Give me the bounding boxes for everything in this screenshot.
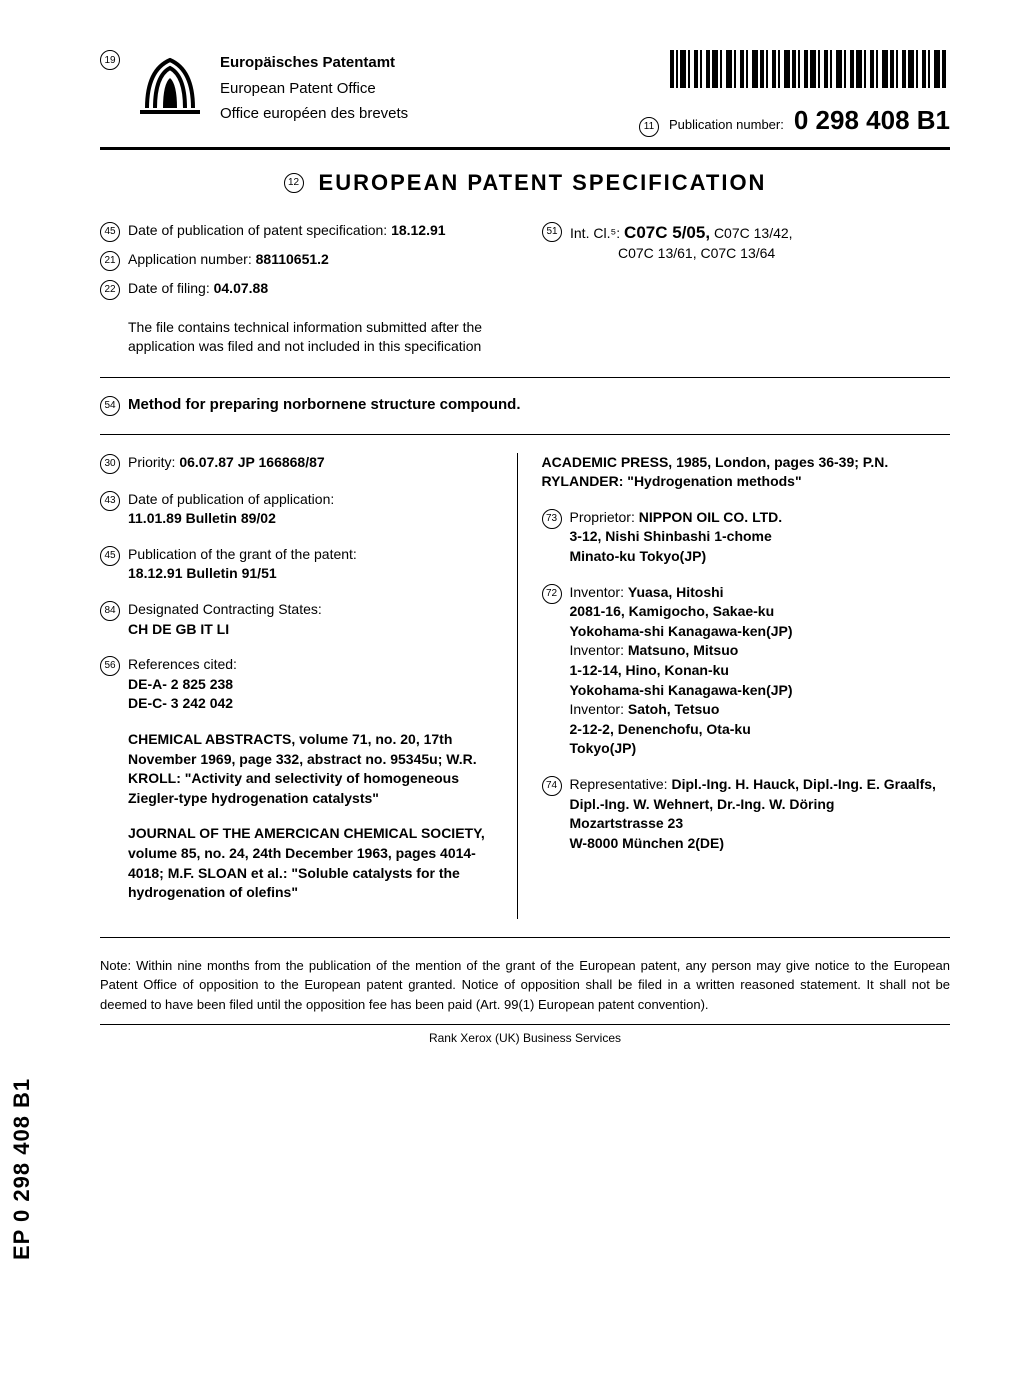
circled-11: 11 [639,117,659,137]
side-publication-number: EP 0 298 408 B1 [9,1078,35,1260]
circled-12: 12 [284,173,304,193]
barcode [639,50,950,93]
header-block: 19 Europäisches Patentamt European Paten… [100,50,950,137]
ref-chemabs: CHEMICAL ABSTRACTS, volume 71, no. 20, 1… [128,730,497,808]
main-title: EUROPEAN PATENT SPECIFICATION [319,170,767,196]
references-cited: References cited: DE-A- 2 825 238 DE-C- … [128,655,497,714]
opposition-note: Note: Within nine months from the public… [100,956,950,1015]
circled-19: 19 [100,50,120,70]
publication-block: 11 Publication number: 0 298 408 B1 [639,50,950,137]
circled-74: 74 [542,776,562,796]
circled-72: 72 [542,584,562,604]
app-number: Application number: 88110651.2 [128,250,542,271]
circled-73: 73 [542,509,562,529]
designated-states: Designated Contracting States: CH DE GB … [128,600,497,639]
circled-51: 51 [542,222,562,242]
circled-21: 21 [100,251,120,271]
title-line: 12 EUROPEAN PATENT SPECIFICATION [100,170,950,196]
epo-logo [135,50,205,120]
footer: Rank Xerox (UK) Business Services [100,1024,950,1045]
proprietor: Proprietor: NIPPON OIL CO. LTD. 3-12, Ni… [570,508,951,567]
invention-title: Method for preparing norbornene structur… [128,396,521,416]
circled-43: 43 [100,491,120,511]
date-pub-spec: Date of publication of patent specificat… [128,221,542,242]
circled-30: 30 [100,454,120,474]
circled-45: 45 [100,222,120,242]
right-column: ACADEMIC PRESS, 1985, London, pages 36-3… [517,453,951,919]
representative: Representative: Dipl.-Ing. H. Hauck, Dip… [570,775,951,853]
grant-pub: Publication of the grant of the patent: … [128,545,497,584]
filing-date: Date of filing: 04.07.88 [128,279,542,300]
office-en: European Patent Office [220,76,624,102]
pub-number-label: Publication number: [669,117,784,132]
circled-84: 84 [100,601,120,621]
priority: Priority: 06.07.87 JP 166868/87 [128,453,497,474]
invention-title-row: 54 Method for preparing norbornene struc… [100,396,950,416]
inventors: Inventor: Yuasa, Hitoshi 2081-16, Kamigo… [570,583,951,759]
office-names: Europäisches Patentamt European Patent O… [220,50,624,127]
tech-note: The file contains technical information … [128,318,548,357]
rule-above-title [100,377,950,378]
office-fr: Office européen des brevets [220,101,624,127]
circled-56: 56 [100,656,120,676]
office-de: Europäisches Patentamt [220,50,624,76]
bibliographic-columns: 30 Priority: 06.07.87 JP 166868/87 43 Da… [100,453,950,919]
int-cl: Int. Cl.⁵: C07C 5/05, C07C 13/42, C07C 1… [570,221,950,264]
ref-jacs: JOURNAL OF THE AMERCICAN CHEMICAL SOCIET… [128,824,497,902]
rule-above-note [100,937,950,938]
pub-application: Date of publication of application: 11.0… [128,490,497,529]
circled-54: 54 [100,396,120,416]
header-rule [100,147,950,150]
left-column: 30 Priority: 06.07.87 JP 166868/87 43 Da… [100,453,517,919]
circled-45b: 45 [100,546,120,566]
circled-22: 22 [100,280,120,300]
pub-number: 0 298 408 B1 [794,105,950,136]
ref-academic: ACADEMIC PRESS, 1985, London, pages 36-3… [542,453,951,492]
top-fields: 45 Date of publication of patent specifi… [100,221,950,308]
rule-below-title [100,434,950,435]
